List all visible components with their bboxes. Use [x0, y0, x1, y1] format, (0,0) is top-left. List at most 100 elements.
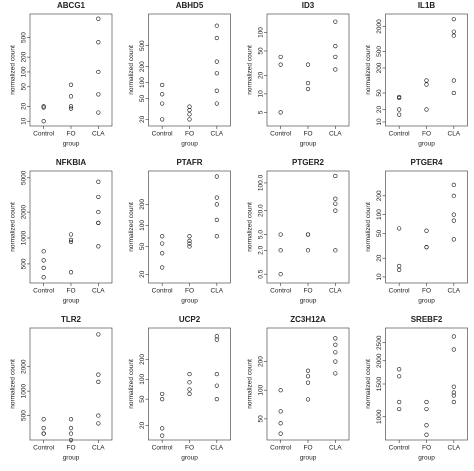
y-tick-label: 10 [258, 90, 265, 98]
point [451, 237, 456, 242]
plot-frame [266, 327, 350, 441]
y-tick-label: 10 [21, 117, 28, 125]
y-axis-label: normalized count [128, 202, 135, 252]
y-tick-label: 1000 [21, 384, 28, 399]
point [397, 267, 402, 272]
x-tick-label: FO [303, 288, 312, 295]
x-tick-label: CLA [448, 288, 461, 295]
point [333, 173, 338, 179]
point [68, 270, 74, 275]
plot-frame [29, 327, 113, 441]
point [96, 209, 101, 215]
x-tick-label: CLA [329, 288, 342, 295]
x-tick-label: CLA [448, 131, 461, 138]
point [187, 238, 192, 244]
point [96, 40, 101, 45]
point [214, 23, 219, 28]
point [214, 195, 219, 200]
point [96, 379, 101, 384]
panel-title: TLR2 [61, 315, 82, 324]
y-tick-label: 50 [376, 89, 383, 97]
point [187, 104, 192, 109]
point [160, 426, 165, 431]
x-axis-label: group [63, 455, 80, 462]
point [397, 399, 402, 405]
x-tick-label: Control [389, 288, 411, 295]
point [41, 119, 46, 124]
point [214, 217, 219, 222]
point [424, 432, 429, 437]
y-tick-label: 100 [139, 373, 146, 384]
point [41, 249, 46, 254]
x-tick-label: Control [270, 288, 292, 295]
point [305, 380, 311, 385]
point [397, 107, 402, 112]
panel-title: SREBF2 [411, 315, 443, 324]
point [278, 62, 283, 67]
y-tick-label: 100 [139, 220, 146, 231]
y-tick-label: 50 [376, 229, 383, 237]
x-tick-label: FO [66, 445, 75, 452]
point [424, 399, 429, 405]
y-tick-label: 2500 [376, 335, 383, 350]
plot-frame [148, 13, 231, 127]
point [96, 179, 101, 184]
x-tick-label: CLA [211, 288, 224, 295]
point [187, 108, 192, 113]
x-tick-label: Control [152, 445, 174, 452]
x-axis-label: group [300, 298, 317, 305]
x-tick-label: Control [270, 445, 292, 452]
y-tick-label: 2000 [376, 19, 383, 34]
point [424, 245, 429, 250]
y-tick-label: 100 [21, 66, 28, 77]
x-axis-label: group [418, 298, 435, 305]
point [68, 82, 74, 87]
point [96, 220, 101, 225]
x-axis-label: group [181, 455, 198, 462]
point [397, 95, 402, 101]
point [187, 244, 192, 249]
point [160, 82, 165, 88]
x-tick-label: CLA [329, 131, 342, 138]
y-tick-label: 5.0 [258, 230, 265, 239]
point [451, 393, 456, 398]
y-tick-label: 20 [139, 421, 146, 429]
panel-title: ABCG1 [57, 1, 86, 10]
point [96, 244, 101, 249]
point [451, 347, 456, 352]
point [96, 194, 101, 200]
point [333, 359, 338, 364]
panel-title: PTAFR [176, 158, 202, 167]
point [278, 54, 283, 60]
x-axis-label: group [418, 455, 435, 462]
point [41, 258, 46, 263]
point [451, 384, 456, 389]
panel-title: NFKBIA [56, 158, 86, 167]
x-axis-label: group [300, 455, 317, 462]
point [397, 226, 402, 231]
y-tick-label: 20 [258, 71, 265, 79]
point [278, 110, 283, 115]
y-axis-label: normalized count [10, 45, 17, 95]
y-tick-label: 20 [376, 254, 383, 262]
point [451, 212, 456, 217]
point [68, 426, 74, 431]
y-tick-label: 1000 [376, 409, 383, 424]
y-tick-label: 100 [376, 209, 383, 220]
point [397, 374, 402, 379]
x-tick-label: Control [33, 288, 55, 295]
y-tick-label: 50 [21, 83, 28, 91]
x-tick-label: FO [185, 445, 194, 452]
point [96, 92, 101, 97]
y-tick-label: 200 [376, 190, 383, 201]
y-tick-label: 100 [139, 77, 146, 88]
x-tick-label: Control [152, 288, 174, 295]
point [278, 232, 283, 237]
y-tick-label: 1000 [21, 230, 28, 245]
point [333, 44, 338, 49]
point [214, 71, 219, 76]
y-axis-label: normalized count [365, 359, 372, 409]
y-axis-label: normalized count [10, 359, 17, 409]
point [333, 196, 338, 201]
